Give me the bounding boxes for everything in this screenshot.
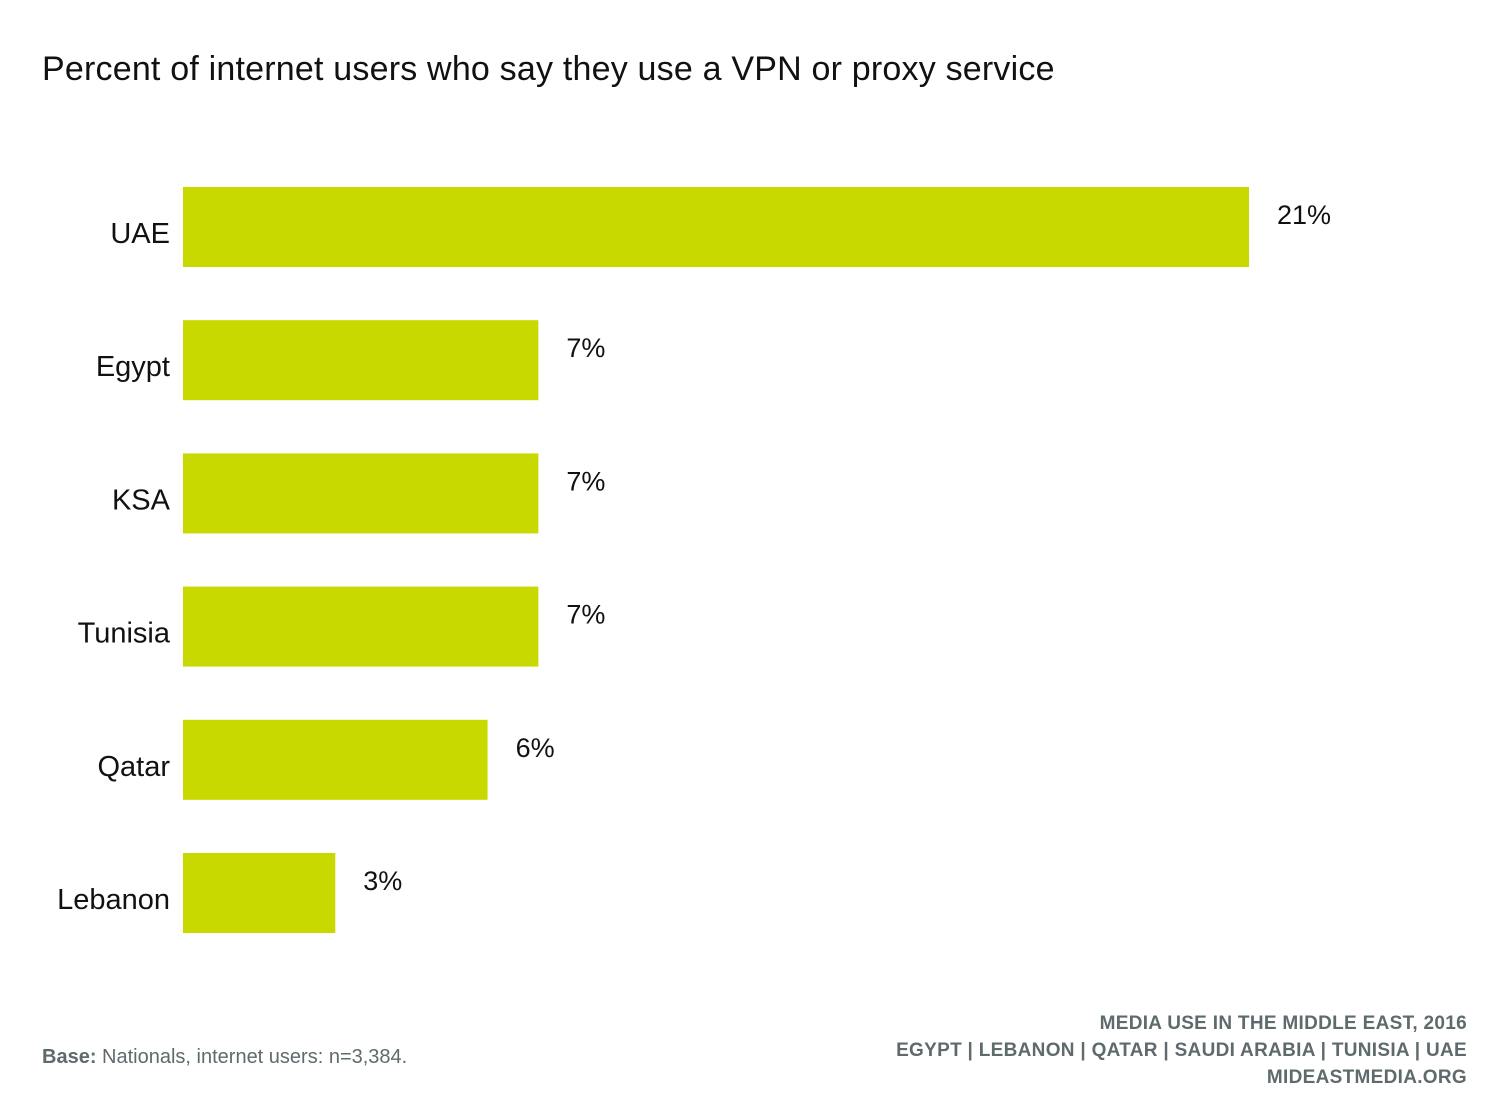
source-credit: MEDIA USE IN THE MIDDLE EAST, 2016 EGYPT… <box>896 1010 1467 1091</box>
value-label-ksa: 7% <box>566 466 605 496</box>
credit-line-3: MIDEASTMEDIA.ORG <box>1266 1067 1467 1088</box>
category-label-lebanon: Lebanon <box>57 884 170 916</box>
category-label-qatar: Qatar <box>97 751 170 783</box>
category-label-ksa: KSA <box>112 484 171 516</box>
base-note: Base: Nationals, internet users: n=3,384… <box>42 1046 407 1069</box>
bar-qatar <box>183 719 488 800</box>
bar-egypt <box>183 320 539 401</box>
bar-uae <box>183 187 1249 267</box>
bar-ksa <box>183 453 539 534</box>
value-label-egypt: 7% <box>566 333 605 363</box>
category-label-egypt: Egypt <box>96 351 170 383</box>
category-label-uae: UAE <box>110 218 170 250</box>
value-label-qatar: 6% <box>516 733 555 763</box>
value-label-uae: 21% <box>1277 200 1331 230</box>
value-label-tunisia: 7% <box>566 600 605 630</box>
credit-line-1: MEDIA USE IN THE MIDDLE EAST, 2016 <box>1099 1013 1467 1034</box>
base-text: Nationals, internet users: n=3,384. <box>96 1046 408 1068</box>
chart-title: Percent of internet users who say they u… <box>42 50 1055 88</box>
base-label: Base: <box>42 1046 97 1068</box>
bar-chart: UAE 21% Egypt 7% KSA 7% Tunisia 7% Qatar 6% Lebano… <box>57 187 1331 933</box>
bar-lebanon <box>183 853 336 933</box>
category-label-tunisia: Tunisia <box>78 618 171 650</box>
bar-tunisia <box>183 586 539 667</box>
credit-line-2: EGYPT | LEBANON | QATAR | SAUDI ARABIA |… <box>896 1040 1467 1061</box>
value-label-lebanon: 3% <box>363 866 402 896</box>
